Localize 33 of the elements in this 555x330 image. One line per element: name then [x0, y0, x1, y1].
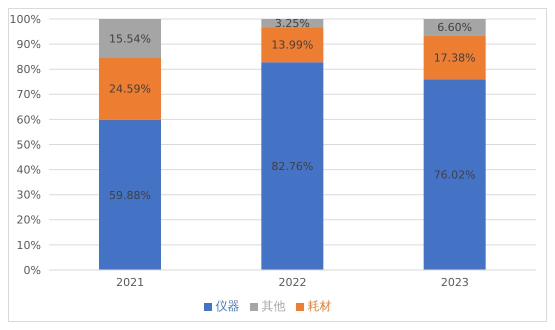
bar — [424, 79, 486, 270]
data-label: 82.76% — [271, 160, 314, 174]
data-label: 17.38% — [434, 51, 476, 64]
y-tick-label: 30% — [16, 188, 41, 202]
x-tick-label: 2023 — [440, 276, 469, 289]
data-label: 6.60% — [437, 21, 472, 34]
data-label: 13.99% — [271, 38, 314, 52]
y-tick-label: 80% — [16, 63, 41, 76]
legend-label: 其他 — [262, 299, 286, 313]
bar — [424, 36, 486, 80]
x-tick-label: 2021 — [116, 276, 144, 289]
data-label: 24.59% — [109, 82, 151, 96]
y-tick-label: 20% — [16, 214, 41, 227]
y-tick-label: 100% — [10, 12, 41, 26]
legend-label: 仪器 — [216, 299, 240, 313]
bar — [261, 27, 324, 62]
data-label: 15.54% — [109, 32, 151, 46]
bar — [261, 62, 324, 270]
data-label: 59.88% — [109, 188, 151, 202]
y-tick-label: 60% — [16, 113, 41, 126]
bar — [99, 120, 161, 270]
x-tick-label: 2022 — [278, 276, 306, 289]
bar — [99, 58, 161, 120]
bar — [99, 19, 161, 58]
y-tick-label: 10% — [16, 238, 41, 252]
y-tick-label: 90% — [16, 38, 41, 52]
y-tick-label: 0% — [24, 264, 41, 277]
data-label: 3.25% — [274, 16, 310, 30]
y-tick-label: 40% — [16, 164, 41, 177]
legend-label: 耗材 — [308, 299, 332, 313]
y-tick-label: 70% — [16, 88, 41, 102]
data-label: 76.02% — [434, 168, 476, 182]
y-tick-label: 50% — [16, 138, 41, 152]
